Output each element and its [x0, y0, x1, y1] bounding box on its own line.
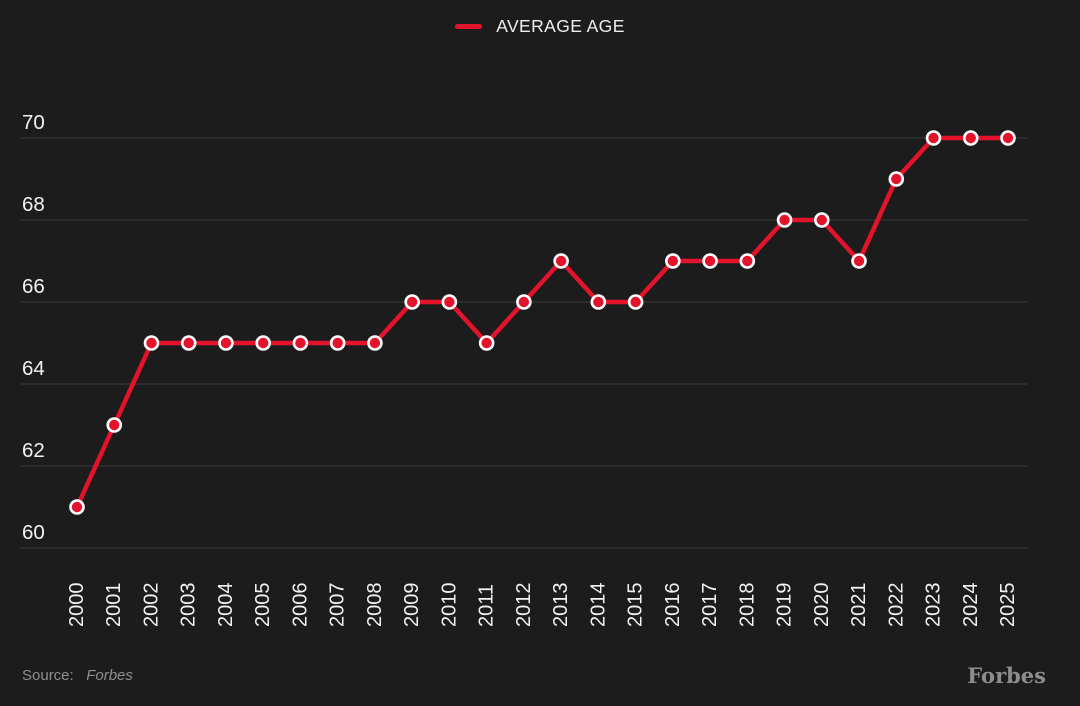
x-axis-tick-label: 2013 [550, 583, 572, 628]
data-point[interactable] [404, 294, 420, 310]
data-point[interactable] [441, 294, 458, 310]
x-axis-tick-label: 2005 [252, 583, 274, 628]
data-point[interactable] [143, 335, 160, 351]
y-axis-tick-label: 64 [22, 357, 45, 380]
legend: AVERAGE AGE [0, 16, 1080, 37]
forbes-logo: Forbes [967, 663, 1046, 688]
data-point[interactable] [553, 253, 569, 269]
y-axis-tick-label: 68 [22, 193, 45, 216]
x-axis-tick-label: 2008 [364, 583, 386, 628]
data-point[interactable] [292, 335, 309, 351]
legend-line-swatch [455, 24, 483, 29]
data-point[interactable] [962, 130, 979, 146]
x-axis-tick-label: 2018 [736, 583, 758, 628]
data-point[interactable] [702, 253, 718, 269]
data-point[interactable] [888, 171, 905, 187]
data-point[interactable] [813, 212, 830, 228]
x-axis-tick-label: 2004 [215, 583, 237, 628]
x-axis-tick-label: 2010 [438, 583, 460, 628]
data-point[interactable] [478, 335, 495, 351]
data-point[interactable] [367, 335, 383, 351]
x-axis-tick-label: 2014 [587, 583, 609, 628]
x-axis-tick-label: 2024 [960, 583, 982, 628]
data-point[interactable] [1000, 130, 1016, 146]
x-axis-tick-label: 2001 [103, 583, 125, 628]
data-point[interactable] [255, 335, 272, 351]
data-point[interactable] [329, 335, 346, 351]
x-axis-tick-label: 2022 [885, 583, 907, 628]
data-point[interactable] [776, 212, 793, 228]
y-axis-tick-label: 62 [22, 439, 45, 462]
series-line [74, 135, 1011, 510]
data-point[interactable] [516, 294, 532, 310]
data-point[interactable] [665, 253, 681, 269]
x-axis-tick-label: 2009 [401, 583, 423, 628]
y-axis-tick-label: 66 [22, 275, 45, 298]
x-axis-tick-label: 2000 [66, 583, 88, 628]
data-point[interactable] [69, 499, 85, 515]
x-axis-tick-label: 2023 [923, 583, 945, 628]
source-credit: Source: Forbes [22, 667, 133, 684]
data-point[interactable] [851, 253, 867, 269]
source-name: Forbes [86, 667, 133, 684]
x-axis-tick-label: 2003 [178, 583, 200, 628]
data-point[interactable] [627, 294, 644, 310]
data-point[interactable] [218, 335, 234, 351]
data-point[interactable] [925, 130, 942, 146]
data-point[interactable] [180, 335, 197, 351]
source-prefix: Source: [22, 667, 74, 684]
x-axis-tick-label: 2006 [289, 583, 311, 628]
x-axis-tick-label: 2012 [513, 583, 535, 628]
x-axis-tick-label: 2007 [327, 583, 349, 628]
legend-label: AVERAGE AGE [496, 16, 625, 36]
x-axis-tick-label: 2016 [662, 583, 684, 628]
x-axis-tick-label: 2021 [848, 583, 870, 628]
x-axis-tick-label: 2011 [476, 584, 498, 627]
x-axis-tick-label: 2025 [997, 583, 1019, 628]
data-point[interactable] [739, 253, 756, 269]
y-axis-tick-label: 60 [22, 521, 45, 544]
y-axis-tick-label: 70 [22, 111, 45, 134]
x-axis-tick-label: 2020 [811, 583, 833, 628]
x-axis-tick-label: 2019 [774, 583, 796, 628]
data-point[interactable] [106, 417, 123, 433]
data-point[interactable] [590, 294, 607, 310]
x-axis-tick-label: 2015 [625, 583, 647, 628]
x-axis-tick-label: 2002 [140, 583, 162, 628]
x-axis-tick-label: 2017 [699, 583, 721, 628]
